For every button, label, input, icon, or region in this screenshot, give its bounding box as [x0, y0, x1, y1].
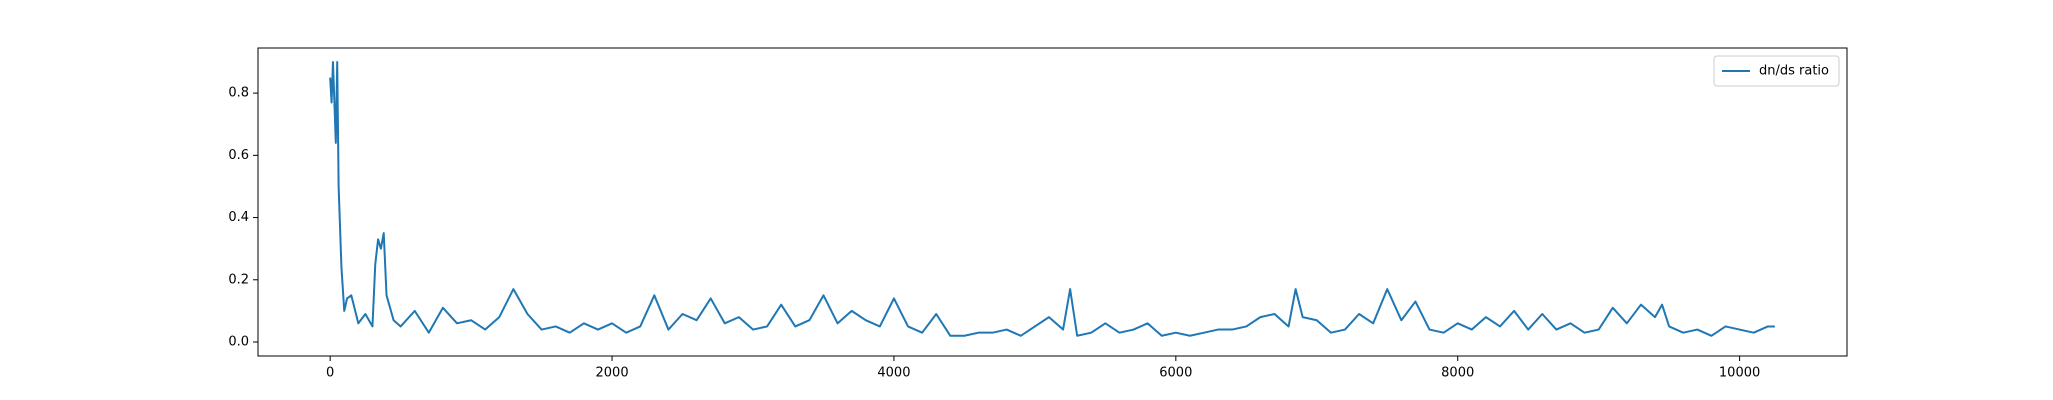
- y-tick-label: 0.2: [228, 272, 249, 287]
- x-tick-label: 8000: [1441, 366, 1474, 381]
- x-tick-label: 6000: [1159, 366, 1192, 381]
- x-tick-label: 2000: [596, 366, 629, 381]
- plot-frame: [257, 47, 1848, 357]
- y-tick-label: 0.0: [228, 335, 249, 350]
- x-tick-label: 0: [326, 366, 334, 381]
- x-tick-label: 4000: [877, 366, 910, 381]
- x-tick-label: 10000: [1719, 366, 1760, 381]
- legend-box: [1713, 55, 1840, 87]
- data-line: [329, 61, 1775, 337]
- legend-label: dn/ds ratio: [1759, 64, 1829, 79]
- y-tick-label: 0.6: [228, 148, 249, 163]
- y-tick-label: 0.8: [228, 86, 249, 101]
- y-tick-label: 0.4: [228, 210, 249, 225]
